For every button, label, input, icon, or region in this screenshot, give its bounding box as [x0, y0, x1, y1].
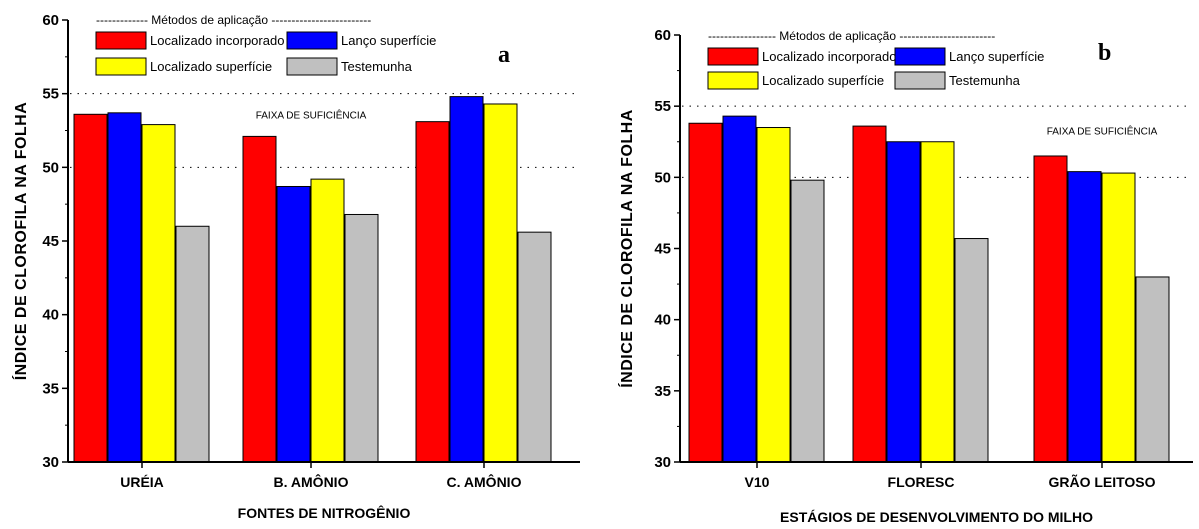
legend-title-a: ------------- Métodos de aplicação -----… — [96, 13, 371, 27]
bar-b-0-0 — [688, 122, 723, 463]
bar-b-1-1 — [886, 141, 921, 463]
category-label-a-2: C. AMÔNIO — [447, 473, 522, 490]
panel-label-b: b — [1098, 40, 1111, 66]
legend-swatch-a-0 — [95, 31, 147, 50]
bar-b-0-1 — [722, 115, 757, 463]
bar-a-2-1 — [449, 96, 484, 463]
category-label-a-1: B. AMÔNIO — [274, 473, 349, 490]
category-label-a-0: URÉIA — [120, 474, 164, 490]
y-tick-label-a-0: 30 — [42, 454, 59, 471]
y-tick-label-a-4: 50 — [42, 159, 59, 176]
bar-b-1-0 — [852, 125, 887, 463]
category-label-b-1: FLORESC — [888, 474, 955, 490]
category-label-b-2: GRÃO LEITOSO — [1048, 473, 1155, 490]
annotation-b: FAIXA DE SUFICIÊNCIA — [1047, 125, 1158, 138]
legend-label-a-0: Localizado incorporado — [150, 33, 284, 48]
bar-b-2-2 — [1101, 172, 1136, 463]
bar-a-1-1 — [276, 185, 311, 463]
x-axis-title-b: ESTÁGIOS DE DESENVOLVIMENTO DO MILHO — [780, 509, 1093, 525]
bar-a-2-3 — [517, 231, 552, 463]
bar-a-1-3 — [344, 213, 379, 463]
legend-title-b: ----------------- Métodos de aplicação -… — [708, 29, 995, 43]
legend-swatch-b-2 — [707, 71, 759, 90]
y-tick-label-a-2: 40 — [42, 307, 59, 324]
y-tick-label-b-5: 55 — [654, 98, 671, 115]
y-tick-label-b-0: 30 — [654, 454, 671, 471]
legend-swatch-b-0 — [707, 47, 759, 66]
legend-swatch-a-2 — [95, 57, 147, 76]
y-tick-label-a-6: 60 — [42, 12, 59, 29]
bar-a-0-0 — [73, 113, 108, 463]
category-label-b-0: V10 — [745, 474, 770, 490]
bar-b-0-3 — [790, 179, 825, 463]
y-tick-label-a-5: 55 — [42, 86, 59, 103]
legend-label-a-2: Localizado superfície — [150, 59, 272, 74]
legend-label-b-1: Lanço superfície — [949, 49, 1044, 64]
x-axis-title-a: FONTES DE NITROGÊNIO — [238, 504, 411, 521]
bar-a-2-0 — [415, 121, 450, 463]
bar-a-0-2 — [141, 124, 176, 463]
legend-label-b-0: Localizado incorporado — [762, 49, 896, 64]
y-tick-label-b-3: 45 — [654, 241, 671, 258]
bar-b-2-3 — [1135, 276, 1170, 463]
legend-swatch-b-3 — [894, 71, 946, 90]
bar-b-1-3 — [954, 238, 989, 463]
bar-a-1-2 — [310, 178, 345, 463]
bar-a-0-3 — [175, 225, 210, 463]
bar-b-0-2 — [756, 127, 791, 463]
legend-label-b-3: Testemunha — [949, 73, 1021, 88]
y-tick-label-b-1: 35 — [654, 383, 671, 400]
legend-label-b-2: Localizado superfície — [762, 73, 884, 88]
legend-swatch-a-1 — [286, 31, 338, 50]
bar-a-0-1 — [107, 112, 142, 463]
legend-swatch-a-3 — [286, 57, 338, 76]
y-axis-title-a: ÍNDICE DE CLOROFILA NA FOLHA — [11, 102, 30, 381]
y-axis-title-b: ÍNDICE DE CLOROFILA NA FOLHA — [617, 109, 636, 388]
legend-swatch-b-1 — [894, 47, 946, 66]
y-tick-label-a-3: 45 — [42, 233, 59, 250]
legend-label-a-3: Testemunha — [341, 59, 413, 74]
bar-b-2-1 — [1067, 171, 1102, 463]
annotation-a: FAIXA DE SUFICIÊNCIA — [256, 109, 367, 122]
bar-a-2-2 — [483, 103, 518, 463]
legend-label-a-1: Lanço superfície — [341, 33, 436, 48]
y-tick-label-b-4: 50 — [654, 169, 671, 186]
bar-b-1-2 — [920, 141, 955, 463]
bar-a-1-0 — [242, 135, 277, 463]
panel-label-a: a — [498, 42, 510, 68]
bar-b-2-0 — [1033, 155, 1068, 463]
y-tick-label-b-6: 60 — [654, 27, 671, 44]
y-tick-label-a-1: 35 — [42, 380, 59, 397]
y-tick-label-b-2: 40 — [654, 312, 671, 329]
